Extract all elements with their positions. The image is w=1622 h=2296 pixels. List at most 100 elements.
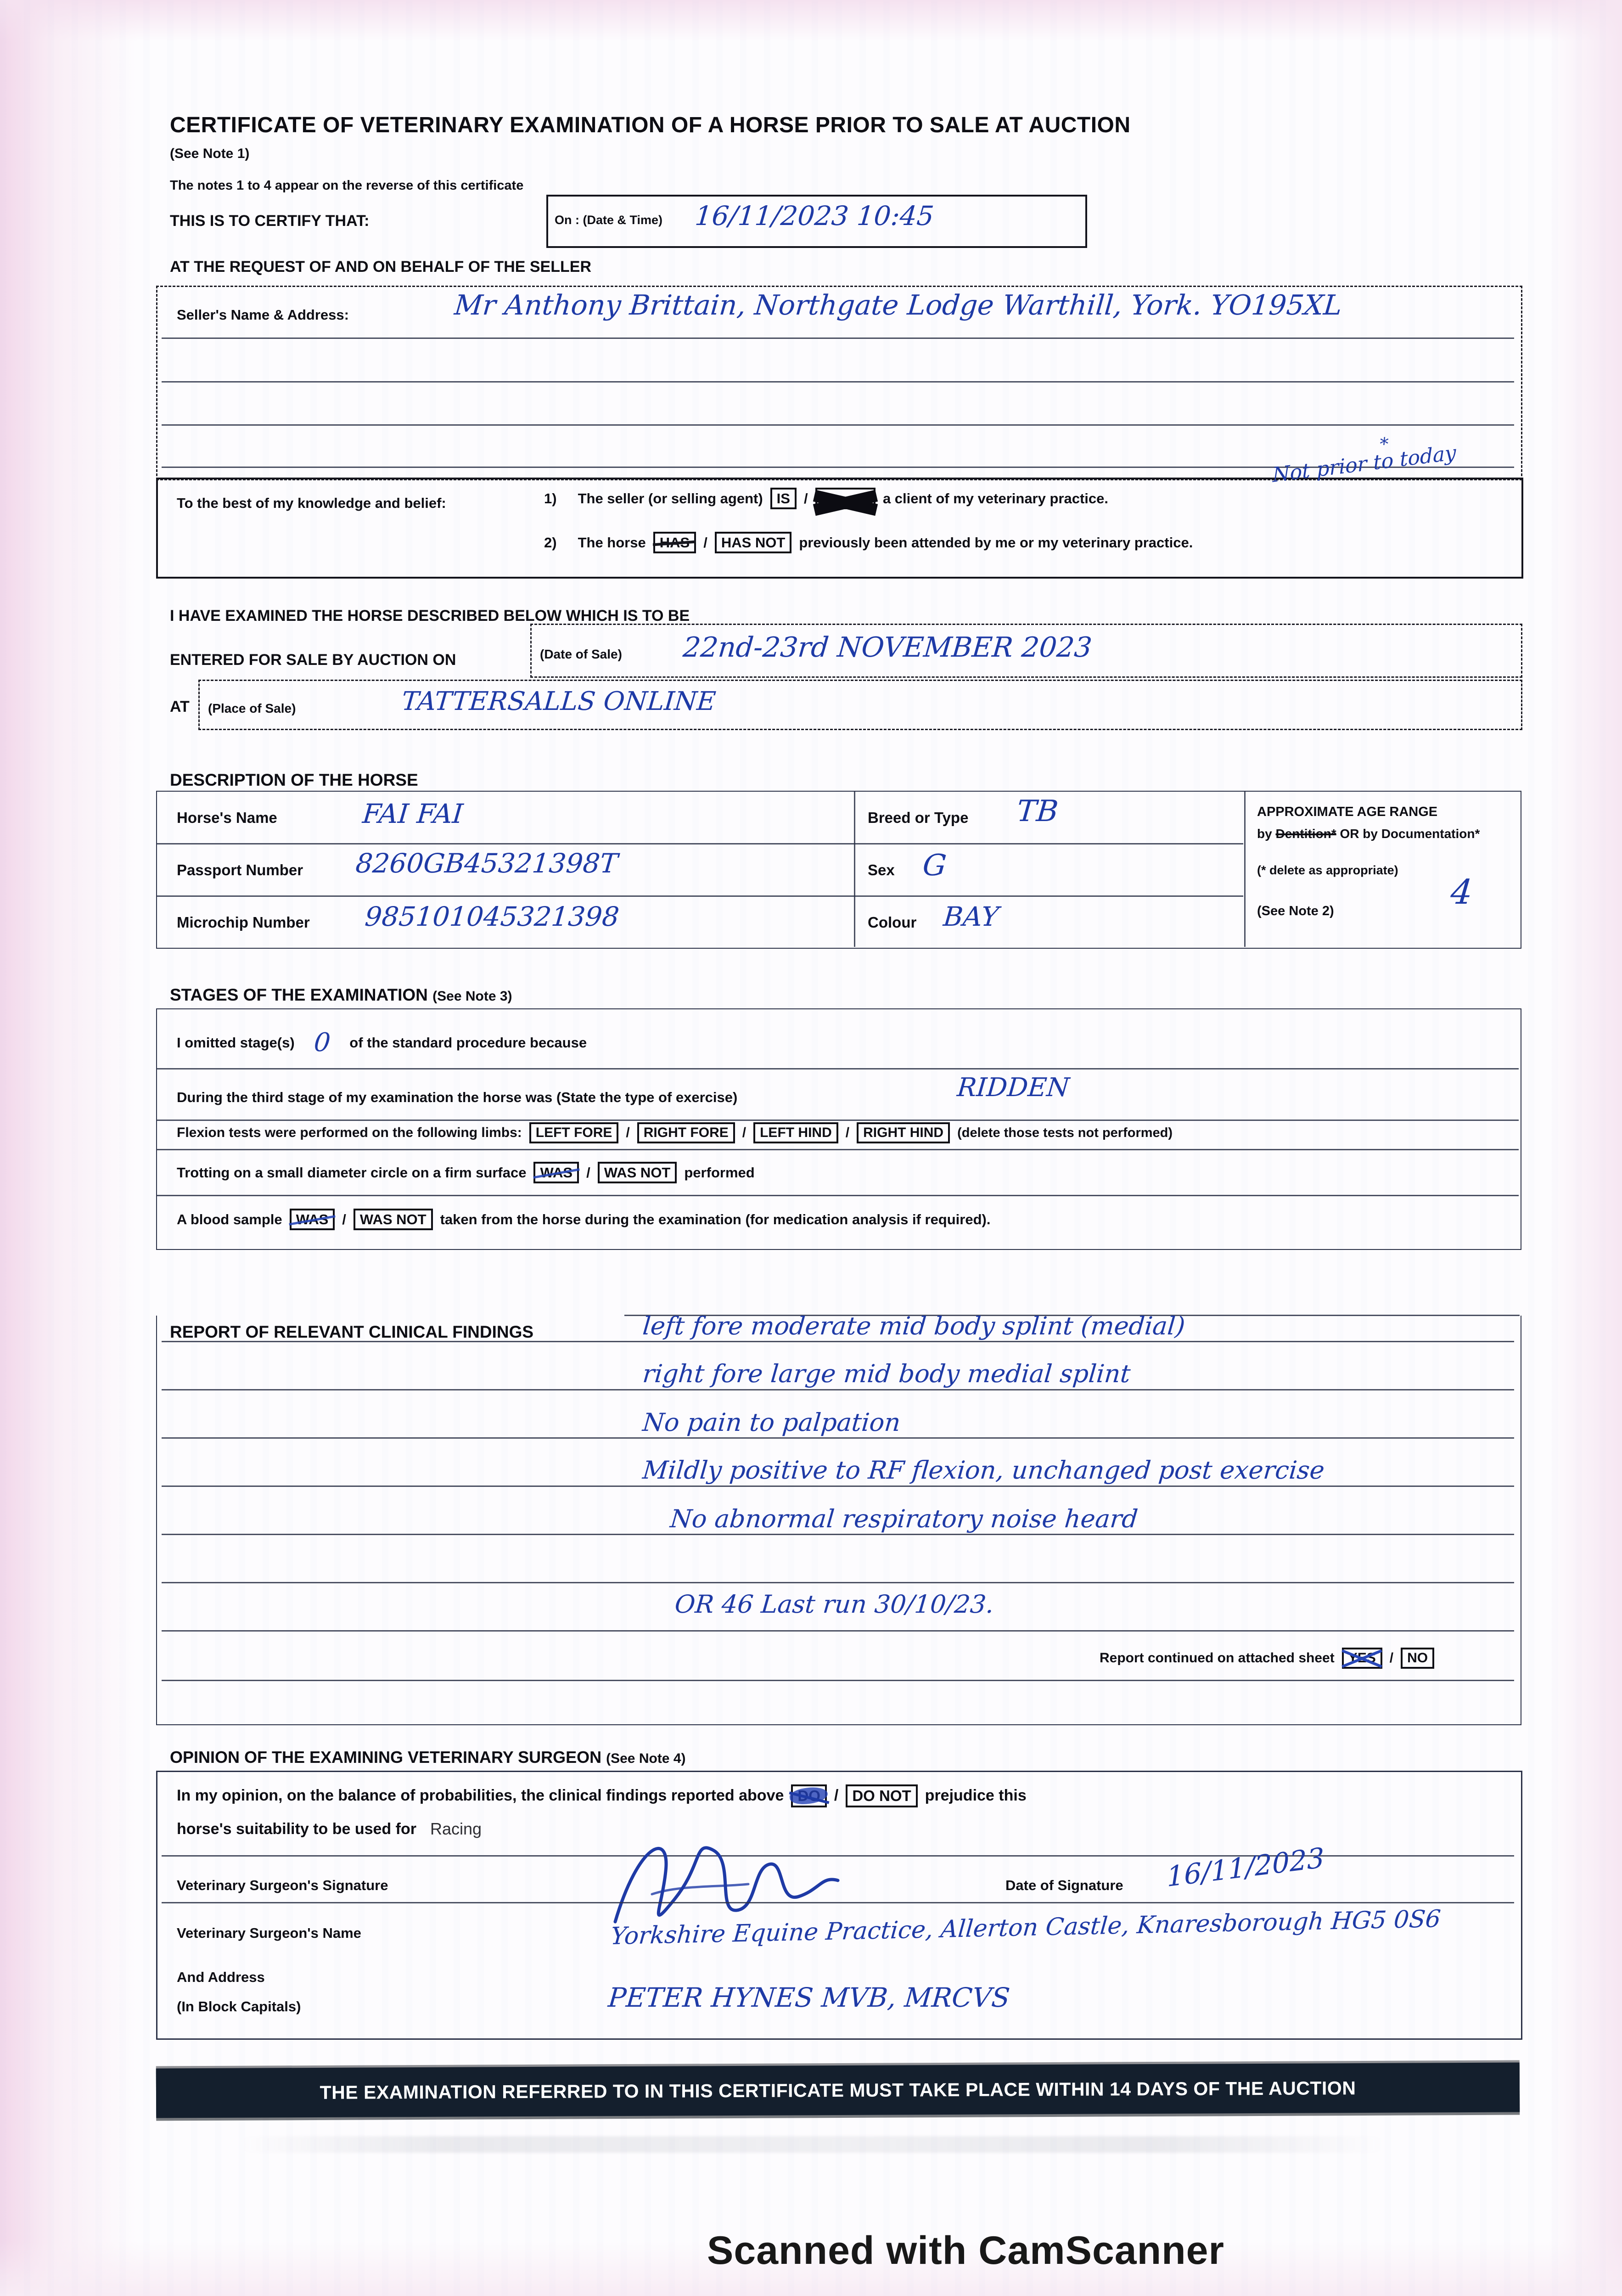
item2-option-has-not: HAS NOT (714, 532, 792, 554)
trotting-slash: / (586, 1164, 590, 1181)
seller-rule-4 (162, 467, 1514, 468)
passport-label: Passport Number (177, 861, 303, 878)
third-stage-pre: During the third stage of my examination… (177, 1089, 738, 1105)
date-of-sale-value: 22nd-23rd NOVEMBER 2023 (681, 631, 1094, 664)
horse-name-label: Horse's Name (177, 809, 277, 826)
item2-slash: / (703, 534, 707, 551)
item2-pre: The horse (578, 534, 646, 551)
horse-name-value: FAI FAI (361, 798, 465, 829)
flexion-right-fore: RIGHT FORE (637, 1122, 735, 1143)
sex-label: Sex (868, 861, 895, 878)
horse-table-vline-1 (854, 791, 855, 947)
passport-value: 8260GB45321398T (354, 848, 619, 879)
surgeon-name-value: PETER HYNES MVB, MRCVS (607, 1982, 1011, 2013)
opinion-box (156, 1771, 1522, 2040)
date-of-sale-label: (Date of Sale) (540, 647, 622, 661)
stages-rule-4 (157, 1195, 1519, 1196)
flexion-left-hind: LEFT HIND (753, 1122, 838, 1143)
stages-rule-2 (157, 1120, 1519, 1121)
stages-heading-note: (See Note 3) (432, 989, 512, 1004)
age-value: 4 (1449, 872, 1474, 912)
place-of-sale-value: TATTERSALLS ONLINE (400, 687, 717, 716)
notes-reverse-line: The notes 1 to 4 appear on the reverse o… (170, 178, 524, 193)
blood-post: taken from the horse during the examinat… (440, 1211, 991, 1227)
description-heading: DESCRIPTION OF THE HORSE (170, 771, 418, 789)
report-heading: REPORT OF RELEVANT CLINICAL FINDINGS (170, 1322, 534, 1341)
colour-value: BAY (942, 901, 1000, 932)
continued-label: Report continued on attached sheet (1100, 1650, 1335, 1666)
on-date-time-label: On : (Date & Time) (555, 213, 663, 227)
age-by-doc: by Documentation* (1363, 827, 1480, 841)
scan-tint-left (0, 0, 138, 2296)
flexion-row: Flexion tests were performed on the foll… (177, 1122, 1173, 1143)
sex-value: G (921, 849, 948, 883)
continued-yes-struck: YES (1341, 1648, 1382, 1669)
stages-heading-row: STAGES OF THE EXAMINATION (See Note 3) (170, 985, 512, 1005)
continued-slash: / (1389, 1650, 1394, 1666)
breed-label: Breed or Type (868, 809, 969, 826)
seller-rule-1 (162, 338, 1514, 339)
surgeon-name-label: Veterinary Surgeon's Name (177, 1925, 361, 1941)
horse-table-vline-2 (1244, 791, 1246, 947)
report-continued-row: Report continued on attached sheet YES /… (1100, 1648, 1435, 1669)
item2-number: 2) (544, 534, 557, 551)
colour-label: Colour (868, 914, 917, 931)
flexion-left-fore: LEFT FORE (529, 1122, 619, 1143)
faint-footer-smudge (239, 2136, 1386, 2153)
opinion-suitability: horse's suitability to be used for (177, 1820, 416, 1838)
stages-box (156, 1008, 1521, 1250)
opinion-slash: / (834, 1787, 839, 1805)
seller-name-address-label: Seller's Name & Address: (177, 307, 349, 323)
breed-value: TB (1015, 794, 1060, 828)
item1-slash: / (803, 490, 808, 506)
seller-rule-2 (162, 381, 1514, 383)
scan-tint-top (0, 0, 1622, 41)
report-rule-1 (162, 1341, 1514, 1342)
age-by: by (1257, 827, 1272, 841)
belief-box (156, 478, 1523, 579)
item1-number: 1) (544, 490, 557, 506)
finding-line-3: No pain to palpation (641, 1408, 902, 1437)
item1-option-is-not-struck: IS NOT (815, 488, 876, 510)
flexion-right-hind: RIGHT HIND (857, 1122, 950, 1143)
continued-no: NO (1401, 1648, 1435, 1669)
certificate-title: CERTIFICATE OF VETERINARY EXAMINATION OF… (170, 113, 1131, 137)
item1-post: a client of my veterinary practice. (882, 490, 1108, 506)
place-of-sale-box: (Place of Sale) TATTERSALLS ONLINE (198, 680, 1522, 730)
flexion-pre: Flexion tests were performed on the foll… (177, 1125, 522, 1140)
flexion-slash-2: / (742, 1125, 746, 1140)
examined-line: I HAVE EXAMINED THE HORSE DESCRIBED BELO… (170, 607, 690, 625)
omitted-stages-row: I omitted stage(s) 0 of the standard pro… (177, 1028, 587, 1058)
finding-line-4: Mildly positive to RF flexion, unchanged… (641, 1456, 1326, 1485)
stages-rule-1 (157, 1068, 1519, 1069)
report-rule-8 (162, 1680, 1514, 1681)
microchip-label: Microchip Number (177, 914, 310, 931)
camscanner-watermark: Scanned with CamScanner (707, 2228, 1224, 2273)
date-time-box: On : (Date & Time) 16/11/2023 10:45 (546, 195, 1087, 248)
report-rule-2 (162, 1389, 1514, 1390)
finding-line-6: OR 46 Last run 30/10/23. (673, 1590, 995, 1619)
opinion-rule-1 (162, 1855, 1514, 1857)
flexion-slash-3: / (845, 1125, 850, 1140)
age-or: OR (1340, 827, 1359, 841)
opinion-para-line-1: In my opinion, on the balance of probabi… (177, 1784, 1027, 1807)
horse-table (156, 791, 1521, 949)
use-value: Racing (430, 1819, 482, 1838)
horse-table-hline-2 (157, 895, 1243, 897)
date-time-value: 16/11/2023 10:45 (694, 200, 935, 231)
scan-tint-right (1549, 0, 1622, 2296)
trotting-was-struck: WAS (533, 1162, 579, 1184)
seller-box (156, 286, 1522, 480)
seller-name-address-value: Mr Anthony Brittain, Northgate Lodge War… (453, 289, 1343, 321)
belief-item-2: 2) The horse HAS / HAS NOT previously be… (544, 532, 1193, 554)
finding-line-2: right fore large mid body medial splint (641, 1359, 1132, 1388)
trotting-post: performed (684, 1164, 755, 1181)
stages-rule-3 (157, 1149, 1519, 1150)
horse-table-hline-1 (157, 843, 1243, 844)
see-note-1: (See Note 1) (170, 146, 250, 161)
omitted-pre: I omitted stage(s) (177, 1034, 295, 1051)
opinion-heading: OPINION OF THE EXAMINING VETERINARY SURG… (170, 1748, 602, 1767)
age-dentition-struck: Dentition* (1275, 827, 1336, 841)
blood-slash: / (342, 1211, 346, 1227)
